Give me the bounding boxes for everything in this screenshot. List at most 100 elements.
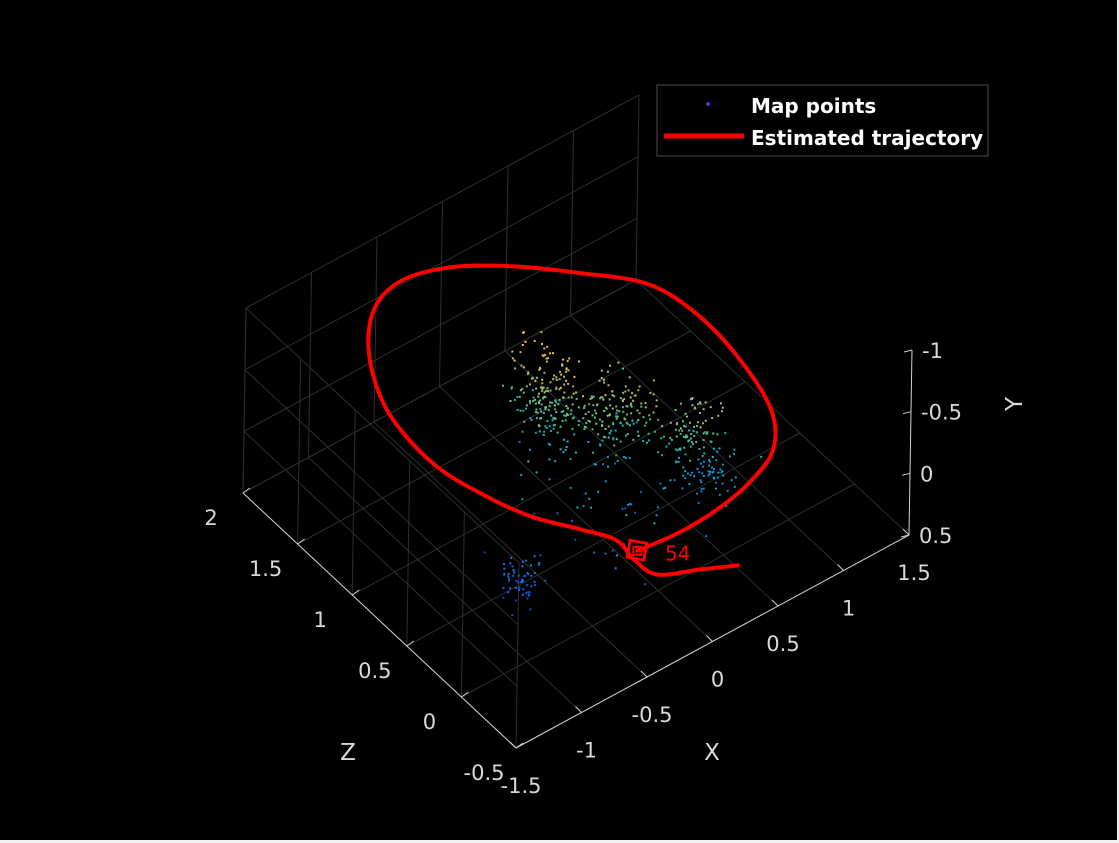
map-point (523, 575, 526, 578)
grid-line (243, 430, 518, 687)
map-point (699, 479, 702, 482)
legend[interactable]: Map points Estimated trajectory (656, 84, 989, 157)
map-point (706, 431, 709, 434)
map-point (522, 391, 525, 394)
legend-box (656, 84, 989, 157)
map-point (602, 398, 605, 401)
map-point (527, 372, 530, 375)
map-point (535, 408, 538, 411)
map-point (561, 420, 564, 422)
z-tick-label: 0 (423, 710, 436, 734)
map-point (555, 378, 558, 381)
annotations-layer: 54 (625, 538, 690, 565)
grid-line (504, 350, 779, 607)
map-point (519, 409, 522, 412)
map-point (563, 414, 566, 417)
grid-line (439, 386, 713, 642)
map-point (601, 423, 604, 426)
map-point (532, 518, 535, 521)
grid-line (351, 381, 746, 596)
map-point (689, 474, 692, 477)
grid-line (243, 217, 638, 432)
map-point (537, 395, 540, 398)
map-point (611, 407, 614, 410)
map-point (642, 440, 645, 442)
map-point (709, 406, 712, 409)
map-point (628, 424, 631, 427)
map-point (724, 432, 727, 435)
map-point (625, 514, 628, 517)
map-point (511, 350, 514, 353)
map-point (660, 437, 663, 440)
map-point (608, 432, 611, 435)
map-point (510, 387, 513, 390)
map-point (539, 417, 542, 420)
map-point (571, 403, 574, 406)
map-point (531, 389, 534, 392)
map-point (693, 475, 696, 478)
map-point (692, 443, 694, 446)
map-point (526, 597, 529, 600)
map-point (699, 426, 702, 429)
map-point (607, 384, 610, 387)
map-point (529, 448, 531, 451)
map-point (705, 535, 708, 538)
map-point (713, 447, 715, 450)
grid-line (635, 279, 910, 536)
grid-line (242, 307, 247, 494)
map-point (652, 393, 655, 396)
map-point (544, 406, 547, 409)
map-point (683, 446, 686, 449)
map-point (502, 596, 505, 599)
map-point (565, 446, 568, 448)
map-point (722, 474, 725, 477)
map-point (558, 378, 561, 381)
map-point (717, 414, 720, 417)
map-point (682, 474, 685, 477)
x-tick (640, 670, 648, 678)
map-point (552, 427, 555, 430)
map-point (518, 395, 521, 398)
map-point (564, 449, 567, 451)
map-point (648, 439, 651, 442)
map-point (630, 503, 632, 506)
map-point (563, 383, 566, 386)
map-point (530, 419, 533, 422)
map-point (625, 434, 627, 437)
map-point (543, 371, 546, 374)
map-point (551, 419, 554, 422)
map-point (546, 420, 549, 423)
map-point (725, 505, 728, 508)
map-point (611, 394, 614, 397)
map-point (554, 460, 557, 463)
map-point (590, 395, 593, 398)
map-point (587, 411, 590, 413)
map-point (632, 422, 635, 425)
axes-box (242, 349, 913, 749)
map-point (535, 376, 538, 379)
map-point (559, 370, 561, 373)
map-point (600, 377, 603, 380)
map-point (699, 462, 702, 465)
x-tick (771, 599, 779, 607)
map-point (721, 410, 723, 413)
map-point (562, 438, 565, 441)
map-point (518, 440, 521, 443)
map-point (526, 572, 529, 575)
map-point (509, 587, 512, 590)
map-point (553, 374, 556, 377)
z-axis-label: Z (340, 740, 356, 766)
map-point (677, 460, 680, 463)
map-point (655, 514, 658, 517)
map-point (635, 421, 638, 424)
legend-map-points-marker (706, 102, 710, 106)
map-point (537, 563, 540, 566)
map-point (551, 401, 554, 404)
map-point (629, 404, 632, 407)
map-point (697, 501, 700, 504)
x-tick (706, 635, 713, 642)
map-point (675, 423, 678, 426)
map-point (560, 373, 563, 376)
